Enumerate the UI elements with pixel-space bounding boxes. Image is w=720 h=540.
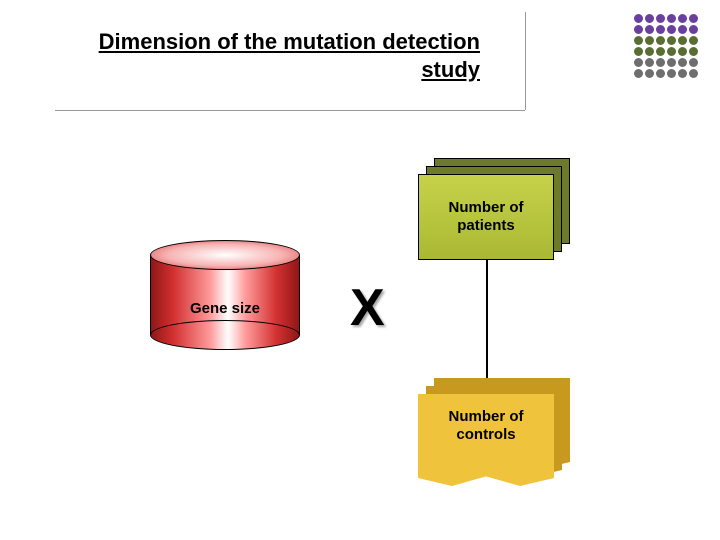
slide-title: Dimension of the mutation detection stud… bbox=[60, 28, 480, 83]
decorative-dot bbox=[667, 47, 676, 56]
decorative-dot bbox=[634, 69, 643, 78]
controls-note-stack: Number ofcontrols bbox=[418, 378, 570, 486]
patients-card-stack: Number ofpatients bbox=[418, 158, 570, 260]
decorative-dot bbox=[656, 58, 665, 67]
decorative-dot bbox=[634, 36, 643, 45]
decorative-dot bbox=[678, 36, 687, 45]
title-divider-vertical bbox=[525, 12, 526, 110]
decorative-dot bbox=[689, 25, 698, 34]
cylinder-top-ellipse bbox=[150, 240, 300, 270]
decorative-dot bbox=[645, 58, 654, 67]
decorative-dot bbox=[667, 36, 676, 45]
slide-title-line2: study bbox=[421, 57, 480, 82]
decorative-dot bbox=[667, 25, 676, 34]
decorative-dot bbox=[645, 36, 654, 45]
decorative-dot bbox=[689, 14, 698, 23]
decorative-dot-grid bbox=[634, 14, 698, 78]
gene-size-cylinder: Gene size bbox=[150, 240, 300, 350]
decorative-dot bbox=[689, 69, 698, 78]
decorative-dot bbox=[667, 69, 676, 78]
title-divider bbox=[55, 110, 525, 111]
decorative-dot bbox=[689, 47, 698, 56]
slide-title-line1: Dimension of the mutation detection bbox=[99, 29, 480, 54]
decorative-dot bbox=[634, 25, 643, 34]
decorative-dot bbox=[678, 47, 687, 56]
decorative-dot bbox=[678, 14, 687, 23]
decorative-dot bbox=[656, 69, 665, 78]
decorative-dot bbox=[645, 47, 654, 56]
decorative-dot bbox=[645, 14, 654, 23]
decorative-dot bbox=[656, 25, 665, 34]
decorative-dot bbox=[667, 58, 676, 67]
decorative-dot bbox=[678, 25, 687, 34]
decorative-dot bbox=[656, 14, 665, 23]
controls-note-front: Number ofcontrols bbox=[418, 394, 554, 486]
decorative-dot bbox=[645, 69, 654, 78]
decorative-dot bbox=[678, 69, 687, 78]
connector-line bbox=[486, 260, 488, 378]
multiply-symbol: X bbox=[350, 278, 385, 338]
decorative-dot bbox=[689, 58, 698, 67]
decorative-dot bbox=[667, 14, 676, 23]
decorative-dot bbox=[634, 58, 643, 67]
patients-card-front: Number ofpatients bbox=[418, 174, 554, 260]
decorative-dot bbox=[689, 36, 698, 45]
decorative-dot bbox=[678, 58, 687, 67]
decorative-dot bbox=[656, 47, 665, 56]
cylinder-bottom-ellipse bbox=[150, 320, 300, 350]
decorative-dot bbox=[645, 25, 654, 34]
cylinder-label: Gene size bbox=[150, 300, 300, 317]
decorative-dot bbox=[634, 47, 643, 56]
decorative-dot bbox=[634, 14, 643, 23]
decorative-dot bbox=[656, 36, 665, 45]
